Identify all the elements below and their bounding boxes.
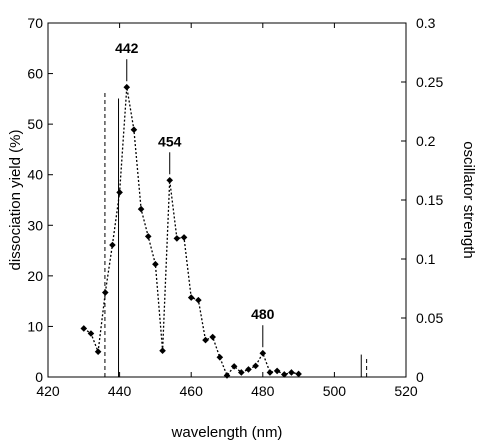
data-point: [288, 369, 295, 376]
x-tick-label: 420: [36, 383, 60, 399]
data-point: [195, 296, 202, 304]
y2-tick-label: 0: [416, 369, 424, 385]
data-point: [252, 362, 259, 370]
x-axis-title: wavelength (nm): [171, 424, 283, 441]
data-point: [266, 369, 274, 376]
data-point: [101, 289, 109, 296]
data-point: [109, 241, 116, 249]
x-tick-label: 440: [108, 383, 132, 399]
x-tick-label: 460: [180, 383, 204, 399]
data-point: [166, 176, 174, 184]
y-tick-label: 60: [27, 66, 43, 82]
data-point: [144, 233, 152, 240]
y-tick-label: 20: [27, 268, 43, 284]
data-point: [273, 367, 281, 375]
y2-axis-title: oscillator strength: [460, 141, 477, 259]
data-point: [80, 325, 88, 332]
data-point: [202, 336, 209, 344]
data-point: [180, 234, 188, 241]
y-tick-label: 10: [27, 318, 43, 334]
data-point: [238, 369, 245, 376]
yield-dotted-line: [83, 87, 299, 377]
yield-series: [80, 83, 302, 379]
data-point: [295, 370, 302, 378]
y-tick-label: 70: [27, 15, 43, 31]
data-point: [245, 366, 252, 373]
x-tick-label: 480: [251, 383, 275, 399]
peak-label: 480: [251, 306, 275, 322]
y2-tick-label: 0.1: [416, 251, 436, 267]
data-point: [116, 189, 123, 196]
data-point: [187, 294, 195, 301]
data-point: [259, 349, 267, 357]
data-point: [130, 126, 138, 134]
data-point: [173, 235, 181, 242]
oscillator-sticks: [104, 90, 368, 377]
data-point: [280, 371, 288, 378]
data-point: [87, 330, 95, 337]
y2-tick-label: 0.2: [416, 133, 436, 149]
y2-tick-label: 0.05: [416, 310, 443, 326]
y-tick-label: 0: [35, 369, 43, 385]
y-tick-label: 40: [27, 167, 43, 183]
y-axis-title: dissociation yield (%): [7, 130, 24, 271]
y2-tick-label: 0.25: [416, 74, 443, 90]
axis-ticks: 420 440 460 480 500 52001020304050607000.050.…: [27, 15, 443, 399]
y-tick-label: 50: [27, 116, 43, 132]
data-point: [94, 348, 102, 356]
data-point: [152, 260, 159, 268]
peak-label: 454: [158, 133, 182, 149]
y2-tick-label: 0.3: [416, 15, 436, 31]
data-point: [159, 347, 166, 355]
peak-label: 442: [115, 40, 139, 56]
y-tick-label: 30: [27, 217, 43, 233]
peak-annotations: 442 454 480: [115, 40, 275, 348]
x-tick-label: 500: [323, 383, 347, 399]
y2-tick-label: 0.15: [416, 192, 443, 208]
data-point: [123, 83, 131, 91]
data-point: [209, 333, 216, 341]
data-point: [137, 205, 145, 213]
data-point: [223, 372, 231, 379]
x-tick-label: 520: [394, 383, 418, 399]
data-point: [230, 363, 238, 370]
data-point: [216, 353, 224, 361]
